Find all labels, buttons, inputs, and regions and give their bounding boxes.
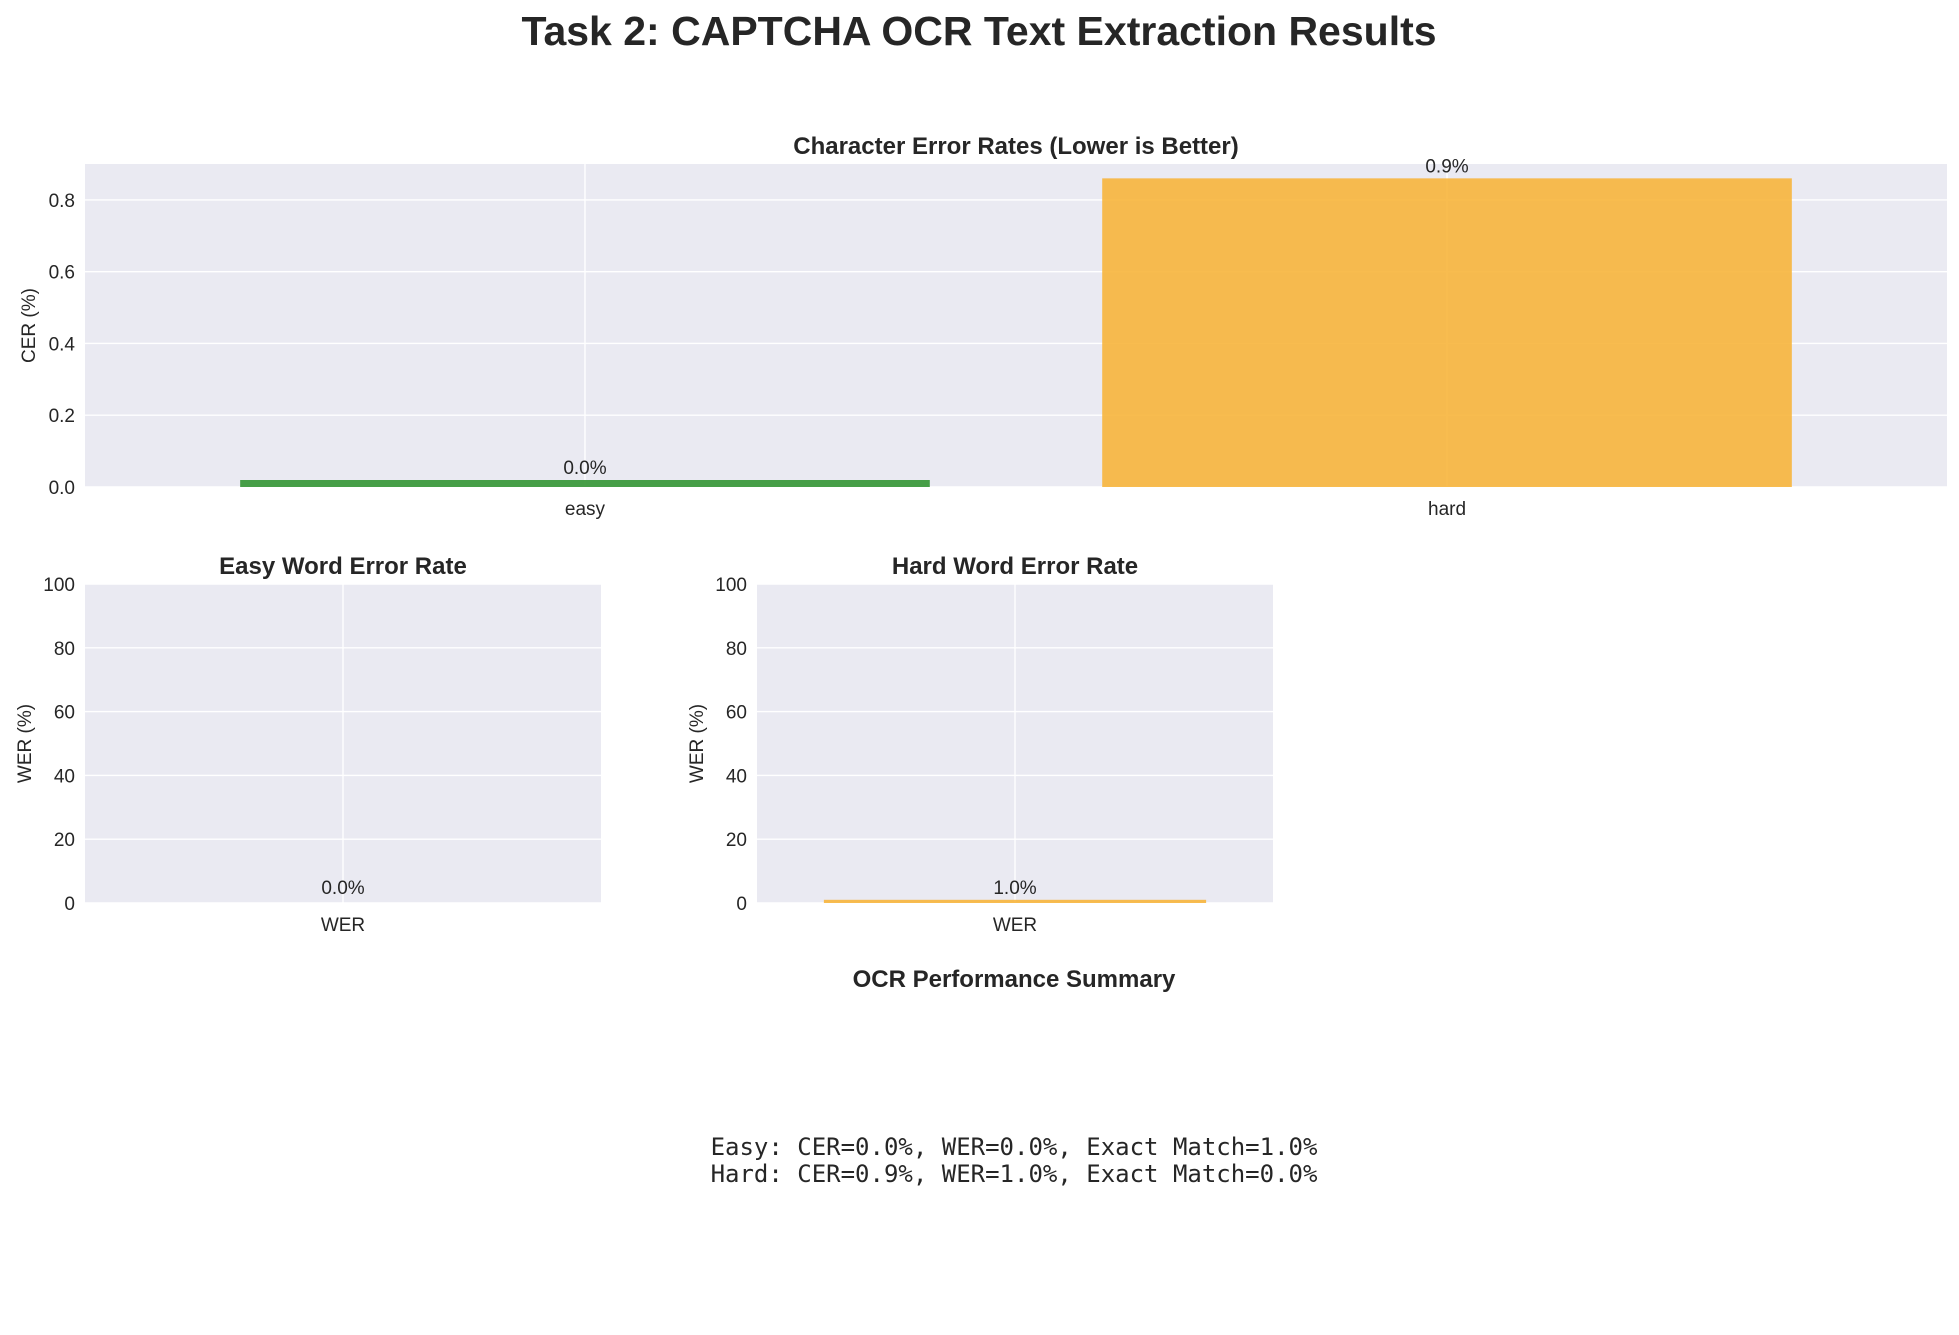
cer-chart: 0.0 0.2 0.4 0.6 0.8 0.0% easy 0.9% hard Character… [19,133,1947,520]
summary-panel: OCR Performance Summary Easy: CER=0.0%, … [711,966,1318,1188]
y-tick-label: 0.8 [49,191,75,212]
y-tick-label: 100 [43,575,75,596]
x-tick-label: WER [321,915,365,936]
y-tick-label: 0 [736,894,747,915]
data-label: 0.0% [563,458,606,479]
y-tick-label: 20 [54,830,75,851]
y-tick-label: 0.0 [49,478,75,499]
figure-title: Task 2: CAPTCHA OCR Text Extraction Resu… [521,8,1436,54]
y-tick-label: 0 [64,894,75,915]
y-tick-label: 40 [726,766,747,787]
bar-wer [152,900,534,903]
y-tick-label: 0.4 [49,334,76,355]
x-tick-label: easy [565,499,606,520]
bar-hard [1102,178,1792,487]
summary-title: OCR Performance Summary [853,966,1176,993]
y-tick-label: 100 [715,575,747,596]
y-tick-label: 60 [726,703,747,724]
hard-wer-chart: 0 20 40 60 80 100 1.0% WER Hard Word Error Rate W… [687,553,1273,936]
easy-wer-chart: 0 20 40 60 80 100 0.0% WER Easy Word Error Rate W… [15,553,601,936]
y-tick-label: 40 [54,766,75,787]
summary-line-easy: Easy: CER=0.0%, WER=0.0%, Exact Match=1.… [711,1133,1318,1161]
x-tick-label: hard [1428,499,1466,520]
y-tick-label: 80 [726,639,747,660]
chart-title: Easy Word Error Rate [219,553,467,580]
data-label: 1.0% [993,878,1036,899]
y-axis-label: WER (%) [15,704,36,783]
x-tick-label: WER [993,915,1037,936]
data-label: 0.0% [321,878,364,899]
bar-wer [823,899,1207,903]
chart-title: Hard Word Error Rate [892,553,1138,580]
data-label: 0.9% [1425,156,1468,177]
y-axis-label: WER (%) [687,704,708,783]
y-axis-label: CER (%) [19,288,40,363]
bar-easy [240,480,930,487]
y-tick-label: 60 [54,703,75,724]
summary-line-hard: Hard: CER=0.9%, WER=1.0%, Exact Match=0.… [711,1160,1318,1188]
y-tick-label: 0.6 [49,263,75,284]
y-tick-label: 0.2 [49,406,75,427]
y-tick-label: 80 [54,639,75,660]
chart-title: Character Error Rates (Lower is Better) [793,133,1238,160]
y-tick-label: 20 [726,830,747,851]
